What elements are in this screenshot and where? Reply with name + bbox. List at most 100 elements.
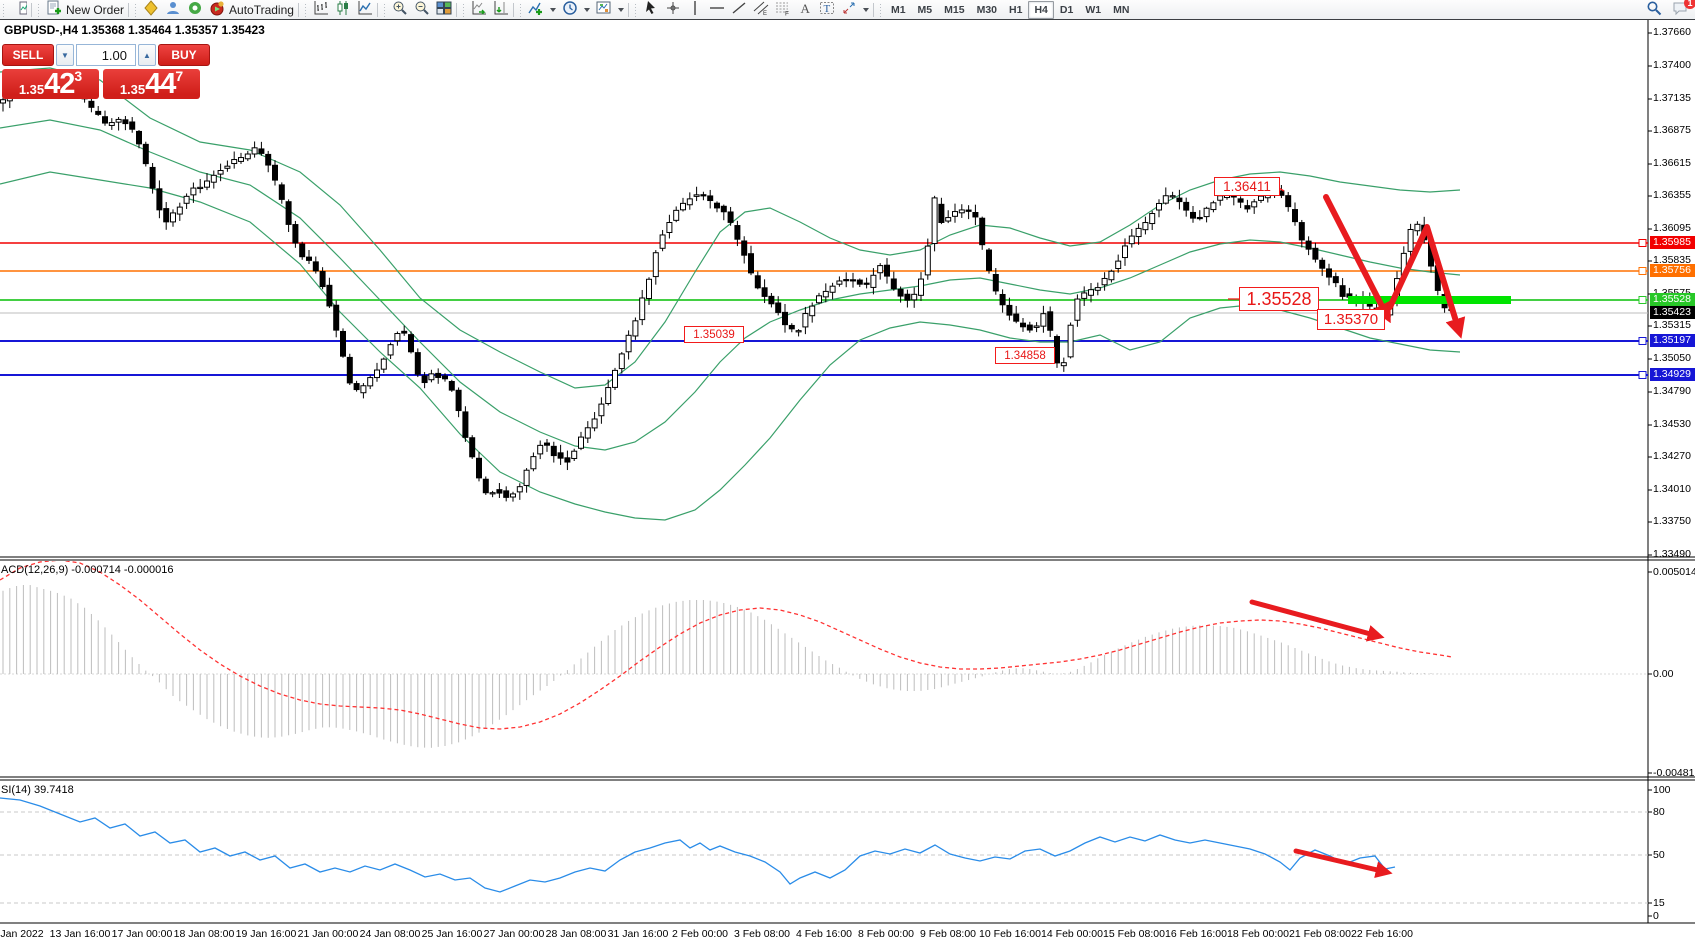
timeframe-button-m30[interactable]: M30 (976, 3, 998, 16)
current-price-label: 1.35423 (1650, 306, 1695, 319)
price-line-label[interactable]: 1.34929 (1650, 368, 1695, 381)
timeframe-button-h1[interactable]: H1 (1009, 3, 1023, 16)
toolbar-drag-handle[interactable] (2, 2, 6, 17)
buy-button[interactable]: BUY (158, 44, 210, 66)
candlestick-chart-button[interactable] (332, 1, 354, 18)
rsi-pane (0, 797, 1648, 904)
toolbar-drag-handle[interactable] (134, 2, 139, 17)
rsi-axis-label: 100 (1653, 784, 1671, 796)
price-annotation[interactable]: 1.36411 (1214, 177, 1280, 196)
toolbar-drag-handle[interactable] (37, 2, 41, 17)
macd-trend-arrow (1249, 599, 1385, 642)
toolbar-drag-handle[interactable] (633, 2, 638, 17)
arrows-tool-button[interactable] (838, 1, 872, 18)
trendline-tool-button[interactable] (728, 1, 750, 18)
price-tick-label: 1.35050 (1653, 352, 1691, 364)
price-line-label[interactable]: 1.35756 (1650, 264, 1695, 277)
autotrading-icon (209, 0, 225, 19)
volume-increase-button[interactable]: ▲ (138, 44, 156, 66)
toolbar-separator (627, 2, 629, 17)
macd-indicator-label: ACD(12,26,9) -0.000714 -0.000016 (1, 564, 174, 576)
horizontal-line-tool-button[interactable] (706, 1, 728, 18)
volume-decrease-button[interactable]: ▼ (56, 44, 74, 66)
notifications-button[interactable]: 1 (1669, 0, 1695, 18)
zoom-out-button[interactable] (411, 1, 433, 18)
price-annotation[interactable]: 1.35370 (1317, 309, 1385, 330)
rsi-axis-label: 80 (1653, 806, 1665, 818)
text-label-tool-button[interactable]: T (816, 1, 838, 18)
buy-price-big: 44 (145, 68, 176, 100)
sell-button[interactable]: SELL (2, 44, 54, 66)
symbol-quote-line: GBPUSD-,H4 1.35368 1.35464 1.35357 1.354… (4, 23, 265, 37)
toolbar-drag-handle[interactable] (382, 2, 387, 17)
new-order-button[interactable]: New Order (43, 0, 127, 18)
timeframe-button-w1[interactable]: W1 (1085, 3, 1102, 16)
price-tick-label: 1.34010 (1653, 483, 1691, 495)
toolbar-right-group: 1 (1643, 0, 1695, 18)
new-order-button-label: New Order (66, 2, 125, 17)
price-tick-label: 1.36355 (1653, 189, 1691, 201)
timeframe-button-m1[interactable]: M1 (890, 3, 906, 16)
mql5-community-button[interactable] (140, 0, 162, 18)
auto-scroll-button[interactable] (468, 1, 490, 18)
bar-chart-button[interactable] (310, 1, 332, 18)
vertical-line-tool-button[interactable] (684, 1, 706, 18)
price-annotation[interactable]: 1.35039 (684, 326, 744, 343)
tile-windows-button[interactable] (433, 1, 455, 18)
cursor-tool-button[interactable] (640, 1, 662, 18)
timeframe-button-m15[interactable]: M15 (944, 3, 965, 16)
time-axis-label: 4 Feb 16:00 (795, 928, 853, 940)
line-chart-button[interactable] (354, 1, 376, 18)
autoscroll-icon (471, 0, 487, 19)
candles-icon (335, 0, 351, 19)
toolbar-drag-handle[interactable] (303, 2, 308, 17)
toolbar-separator (512, 2, 514, 17)
market-button[interactable] (162, 1, 184, 18)
price-tick-label: 1.34790 (1653, 385, 1691, 397)
time-axis-label: 14 Feb 00:00 (1041, 928, 1103, 940)
chevron-down-icon (549, 7, 556, 12)
tile-icon (436, 0, 452, 19)
signals-button[interactable] (184, 1, 206, 18)
price-annotation[interactable]: 1.35528 (1239, 287, 1319, 311)
fibonacci-tool-button[interactable]: F (772, 1, 794, 18)
price-line-label[interactable]: 1.35528 (1650, 293, 1695, 306)
autotrading-button[interactable]: AutoTrading (206, 1, 297, 18)
price-annotation[interactable]: 1.34858 (995, 347, 1055, 364)
equidistant-channel-tool-button[interactable]: E (750, 1, 772, 18)
new-chart-icon-partial[interactable] (8, 1, 30, 18)
price-tick-label: 1.34270 (1653, 450, 1691, 462)
timeframe-button-mn[interactable]: MN (1113, 3, 1130, 16)
periods-button[interactable] (559, 1, 593, 18)
templates-button[interactable] (593, 1, 627, 18)
indicators-button[interactable] (525, 1, 559, 18)
price-line-label[interactable]: 1.35985 (1650, 236, 1695, 249)
toolbar-drag-handle[interactable] (518, 2, 523, 17)
sell-price-big: 42 (44, 68, 75, 100)
toolbar-drag-handle[interactable] (878, 2, 883, 17)
signals-icon (187, 0, 203, 19)
sell-price-sup: 3 (74, 68, 83, 84)
volume-input[interactable] (76, 44, 136, 66)
search-button[interactable] (1643, 1, 1665, 18)
time-axis-label: 2 Feb 00:00 (671, 928, 729, 940)
shapes-icon (841, 0, 857, 19)
price-tick-label: 1.37400 (1653, 59, 1691, 71)
crosshair-tool-button[interactable] (662, 1, 684, 18)
toolbar-drag-handle[interactable] (461, 2, 466, 17)
text-tool-button[interactable]: A (794, 1, 816, 18)
sell-price-tile[interactable]: 1.35 42 3 (2, 69, 99, 99)
buy-price-tile[interactable]: 1.35 44 7 (103, 69, 200, 99)
time-axis-label: 16 Feb 16:00 (1165, 928, 1227, 940)
chart-shift-button[interactable] (490, 1, 512, 18)
zoom-in-button[interactable] (389, 1, 411, 18)
price-line-label[interactable]: 1.35197 (1650, 334, 1695, 347)
macd-axis-label: 0.00 (1653, 668, 1674, 680)
timeframe-button-d1[interactable]: D1 (1059, 3, 1074, 16)
rsi-axis-label: 50 (1653, 849, 1665, 861)
timeframe-button-m5[interactable]: M5 (917, 3, 933, 16)
trend-arrow (1387, 224, 1466, 339)
timeframe-button-h4[interactable]: H4 (1028, 0, 1054, 19)
chevron-down-icon (862, 7, 869, 12)
